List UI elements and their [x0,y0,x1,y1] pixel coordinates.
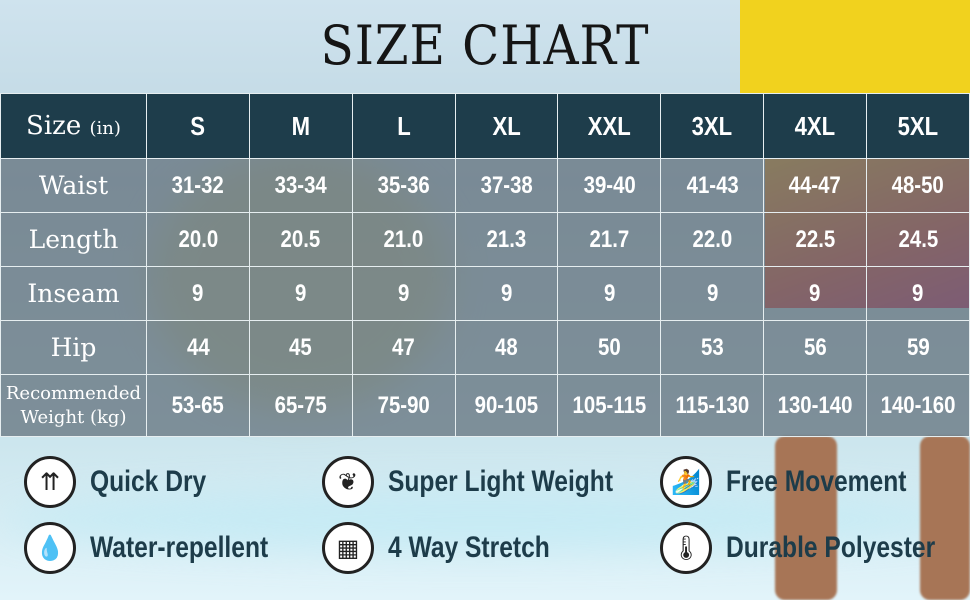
row-label: Length [0,212,147,267]
table-cell: 105-115 [557,374,662,437]
row-label: Inseam [0,266,147,321]
table-cell: 9 [866,266,970,321]
table-row: Recommended Weight (kg) 53-65 65-75 75-90 90-… [0,374,970,437]
feature-item: ⇈ Quick Dry [24,456,232,508]
table-cell: 50 [557,320,662,375]
table-cell: 39-40 [557,158,662,213]
table-cell: 41-43 [660,158,765,213]
leg-right [920,436,970,600]
size-header: Size (in) [0,93,147,159]
surfer-icon: 🏄 [660,456,712,508]
size-l: L [351,93,456,159]
size-m: M [248,93,353,159]
table-cell: 21.7 [557,212,662,267]
row-label: Hip [0,320,147,375]
stretch-fabric-icon: ▦ [322,522,374,574]
shorts-top [740,0,970,93]
size-5xl: 5XL [866,93,970,159]
table-cell: 44 [145,320,250,375]
table-cell: 9 [145,266,250,321]
table-cell: 56 [763,320,868,375]
table-cell: 33-34 [248,158,353,213]
row-label: Waist [0,158,147,213]
table-cell: 9 [454,266,559,321]
table-cell: 22.0 [660,212,765,267]
table-cell: 9 [248,266,353,321]
row-label: Recommended Weight (kg) [0,374,147,437]
table-cell: 59 [866,320,970,375]
feature-label: Water-repellent [90,531,269,564]
table-cell: 9 [763,266,868,321]
table-cell: 53-65 [145,374,250,437]
table-cell: 9 [351,266,456,321]
table-cell: 140-160 [866,374,970,437]
table-row: Inseam 9 9 9 9 9 9 9 9 [0,266,970,321]
table-cell: 44-47 [763,158,868,213]
table-cell: 9 [660,266,765,321]
table-cell: 24.5 [866,212,970,267]
feature-item: ❦ Super Light Weight [322,456,662,508]
size-xxl: XXL [557,93,662,159]
thermometer-icon: 🌡 [660,522,712,574]
table-cell: 115-130 [660,374,765,437]
header-row: Size (in) S M L XL XXL 3XL 4XL 5XL [0,93,970,159]
table-cell: 20.5 [248,212,353,267]
size-s: S [145,93,250,159]
table-row: Length 20.0 20.5 21.0 21.3 21.7 22.0 22.5 24.5 [0,212,970,267]
size-3xl: 3XL [660,93,765,159]
size-table: Size (in) S M L XL XXL 3XL 4XL 5XL Waist… [0,93,970,437]
table-cell: 22.5 [763,212,868,267]
feature-label: Super Light Weight [388,465,614,498]
table-row: Waist 31-32 33-34 35-36 37-38 39-40 41-43 44-47… [0,158,970,213]
size-4xl: 4XL [763,93,868,159]
water-drops-icon: 💧 [24,522,76,574]
feature-item: 🌡 Durable Polyester [660,522,970,574]
table-cell: 65-75 [248,374,353,437]
table-cell: 53 [660,320,765,375]
table-cell: 45 [248,320,353,375]
feature-label: Quick Dry [90,465,207,498]
table-cell: 75-90 [351,374,456,437]
page-title: SIZE CHART [320,14,650,77]
table-cell: 48 [454,320,559,375]
size-label: Size [26,111,82,141]
table-row: Hip 44 45 47 48 50 53 56 59 [0,320,970,375]
feather-icon: ❦ [322,456,374,508]
feature-item: 💧 Water-repellent [24,522,307,574]
unit-label: (in) [89,118,121,139]
table-cell: 35-36 [351,158,456,213]
size-xl: XL [454,93,559,159]
table-cell: 130-140 [763,374,868,437]
table-cell: 47 [351,320,456,375]
feature-label: Free Movement [726,465,907,498]
table-cell: 21.0 [351,212,456,267]
table-cell: 9 [557,266,662,321]
table-cell: 20.0 [145,212,250,267]
feature-item: 🏄 Free Movement [660,456,946,508]
leg-left [775,436,837,600]
feature-label: Durable Polyester [726,531,936,564]
table-cell: 37-38 [454,158,559,213]
feature-item: ▦ 4 Way Stretch [322,522,585,574]
feature-label: 4 Way Stretch [388,531,550,564]
table-cell: 48-50 [866,158,970,213]
table-cell: 90-105 [454,374,559,437]
quick-dry-icon: ⇈ [24,456,76,508]
table-cell: 31-32 [145,158,250,213]
table-cell: 21.3 [454,212,559,267]
